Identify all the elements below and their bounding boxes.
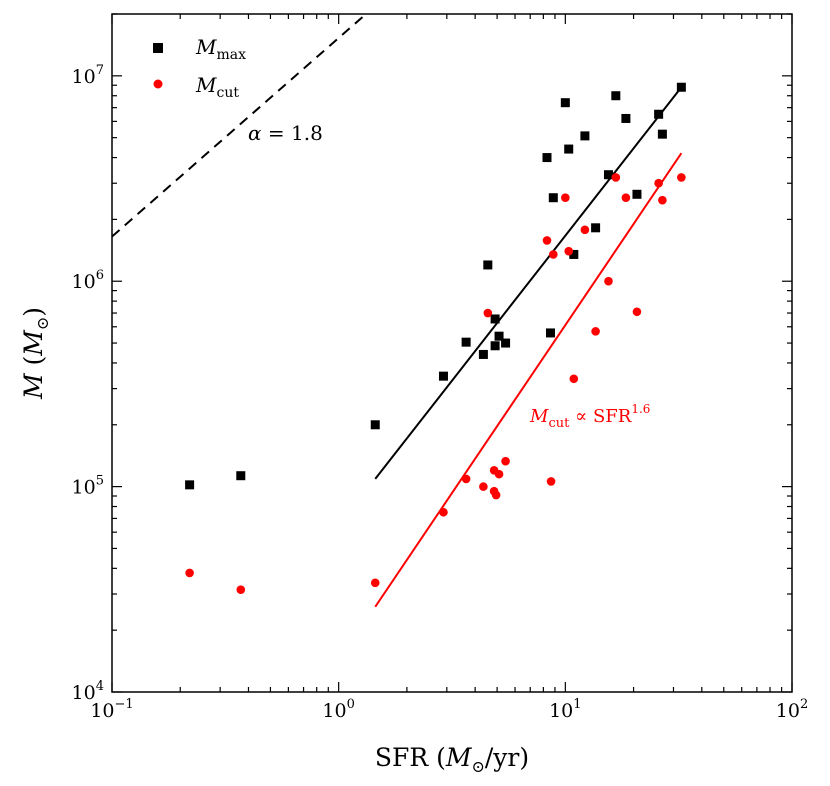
alpha-label: α = 1.8 [248,121,323,145]
y-axis-title: M (M⊙) [19,307,52,400]
point-mmax [461,337,471,347]
legend-marker-mcut [153,79,163,89]
point-mmax [542,153,552,163]
point-mcut [561,193,570,203]
point-mcut [439,507,448,517]
point-mcut [546,477,556,486]
y-tick-label: 106 [72,268,104,293]
point-mcut [621,193,631,203]
x-axis-title: SFR (M⊙/yr) [375,743,529,776]
x-tick-label: 100 [322,697,354,722]
tick-labels: 10−1 100 101 102 104 105 106 107 [72,63,809,722]
point-mmax [611,91,621,101]
Mmax-fit-line [374,86,683,480]
point-mcut [483,308,493,318]
legend-label-mcut: Mcut [195,73,239,101]
point-mcut [591,327,600,336]
point-mmax [632,189,642,199]
point-mmax [490,341,500,351]
point-mmax [494,331,504,341]
point-mmax [564,144,574,154]
point-mcut [632,307,642,317]
point-mmax [591,223,601,233]
legend-label-mmax: Mmax [195,35,246,63]
point-mmax [185,480,195,490]
point-mcut [479,482,488,491]
mcut-relation-label: Mcut ∝ SFR1.6 [529,402,650,431]
x-tick-label: 101 [549,697,581,722]
point-mcut [569,374,579,384]
point-mcut [564,246,574,256]
point-mmax [676,82,686,92]
point-mmax [438,371,448,381]
point-mmax [370,420,380,430]
point-mcut [580,225,590,235]
point-mcut [370,578,380,588]
point-mmax [501,338,511,348]
point-mcut [542,236,552,245]
point-mcut [549,250,558,259]
point-mmax [569,249,579,259]
point-mmax [657,129,667,139]
point-mcut [185,568,194,578]
point-mmax [654,109,664,119]
point-mmax [490,314,500,324]
point-mmax [560,98,570,108]
point-mcut [654,178,663,188]
point-mmax [621,113,631,123]
point-mcut [236,585,246,594]
point-mcut [494,469,504,479]
point-mmax [483,260,493,270]
point-mmax [478,349,488,359]
point-mcut [611,173,621,182]
legend-marker-mmax [153,43,163,53]
x-tick-label: 102 [776,697,808,722]
point-mmax [603,170,613,180]
point-mcut [604,276,613,286]
y-tick-label: 107 [72,63,104,88]
y-tick-label: 104 [72,679,104,704]
plot-area [112,14,686,608]
alpha-ref-line [112,14,367,238]
point-mcut [677,173,686,182]
plot-frame [111,13,793,693]
point-mmax [580,131,590,141]
axis-ticks [111,13,793,693]
point-mmax [236,471,246,481]
y-tick-label: 105 [72,474,104,499]
point-mcut [501,456,510,466]
Mcut-fit-line [374,152,683,608]
point-mcut [491,490,501,500]
point-mmax [548,193,558,203]
point-mcut [658,195,667,205]
x-tick-label: 10−1 [90,697,133,722]
legend: Mmax Mcut [153,35,246,101]
point-mmax [545,328,555,338]
point-mcut [461,474,471,484]
